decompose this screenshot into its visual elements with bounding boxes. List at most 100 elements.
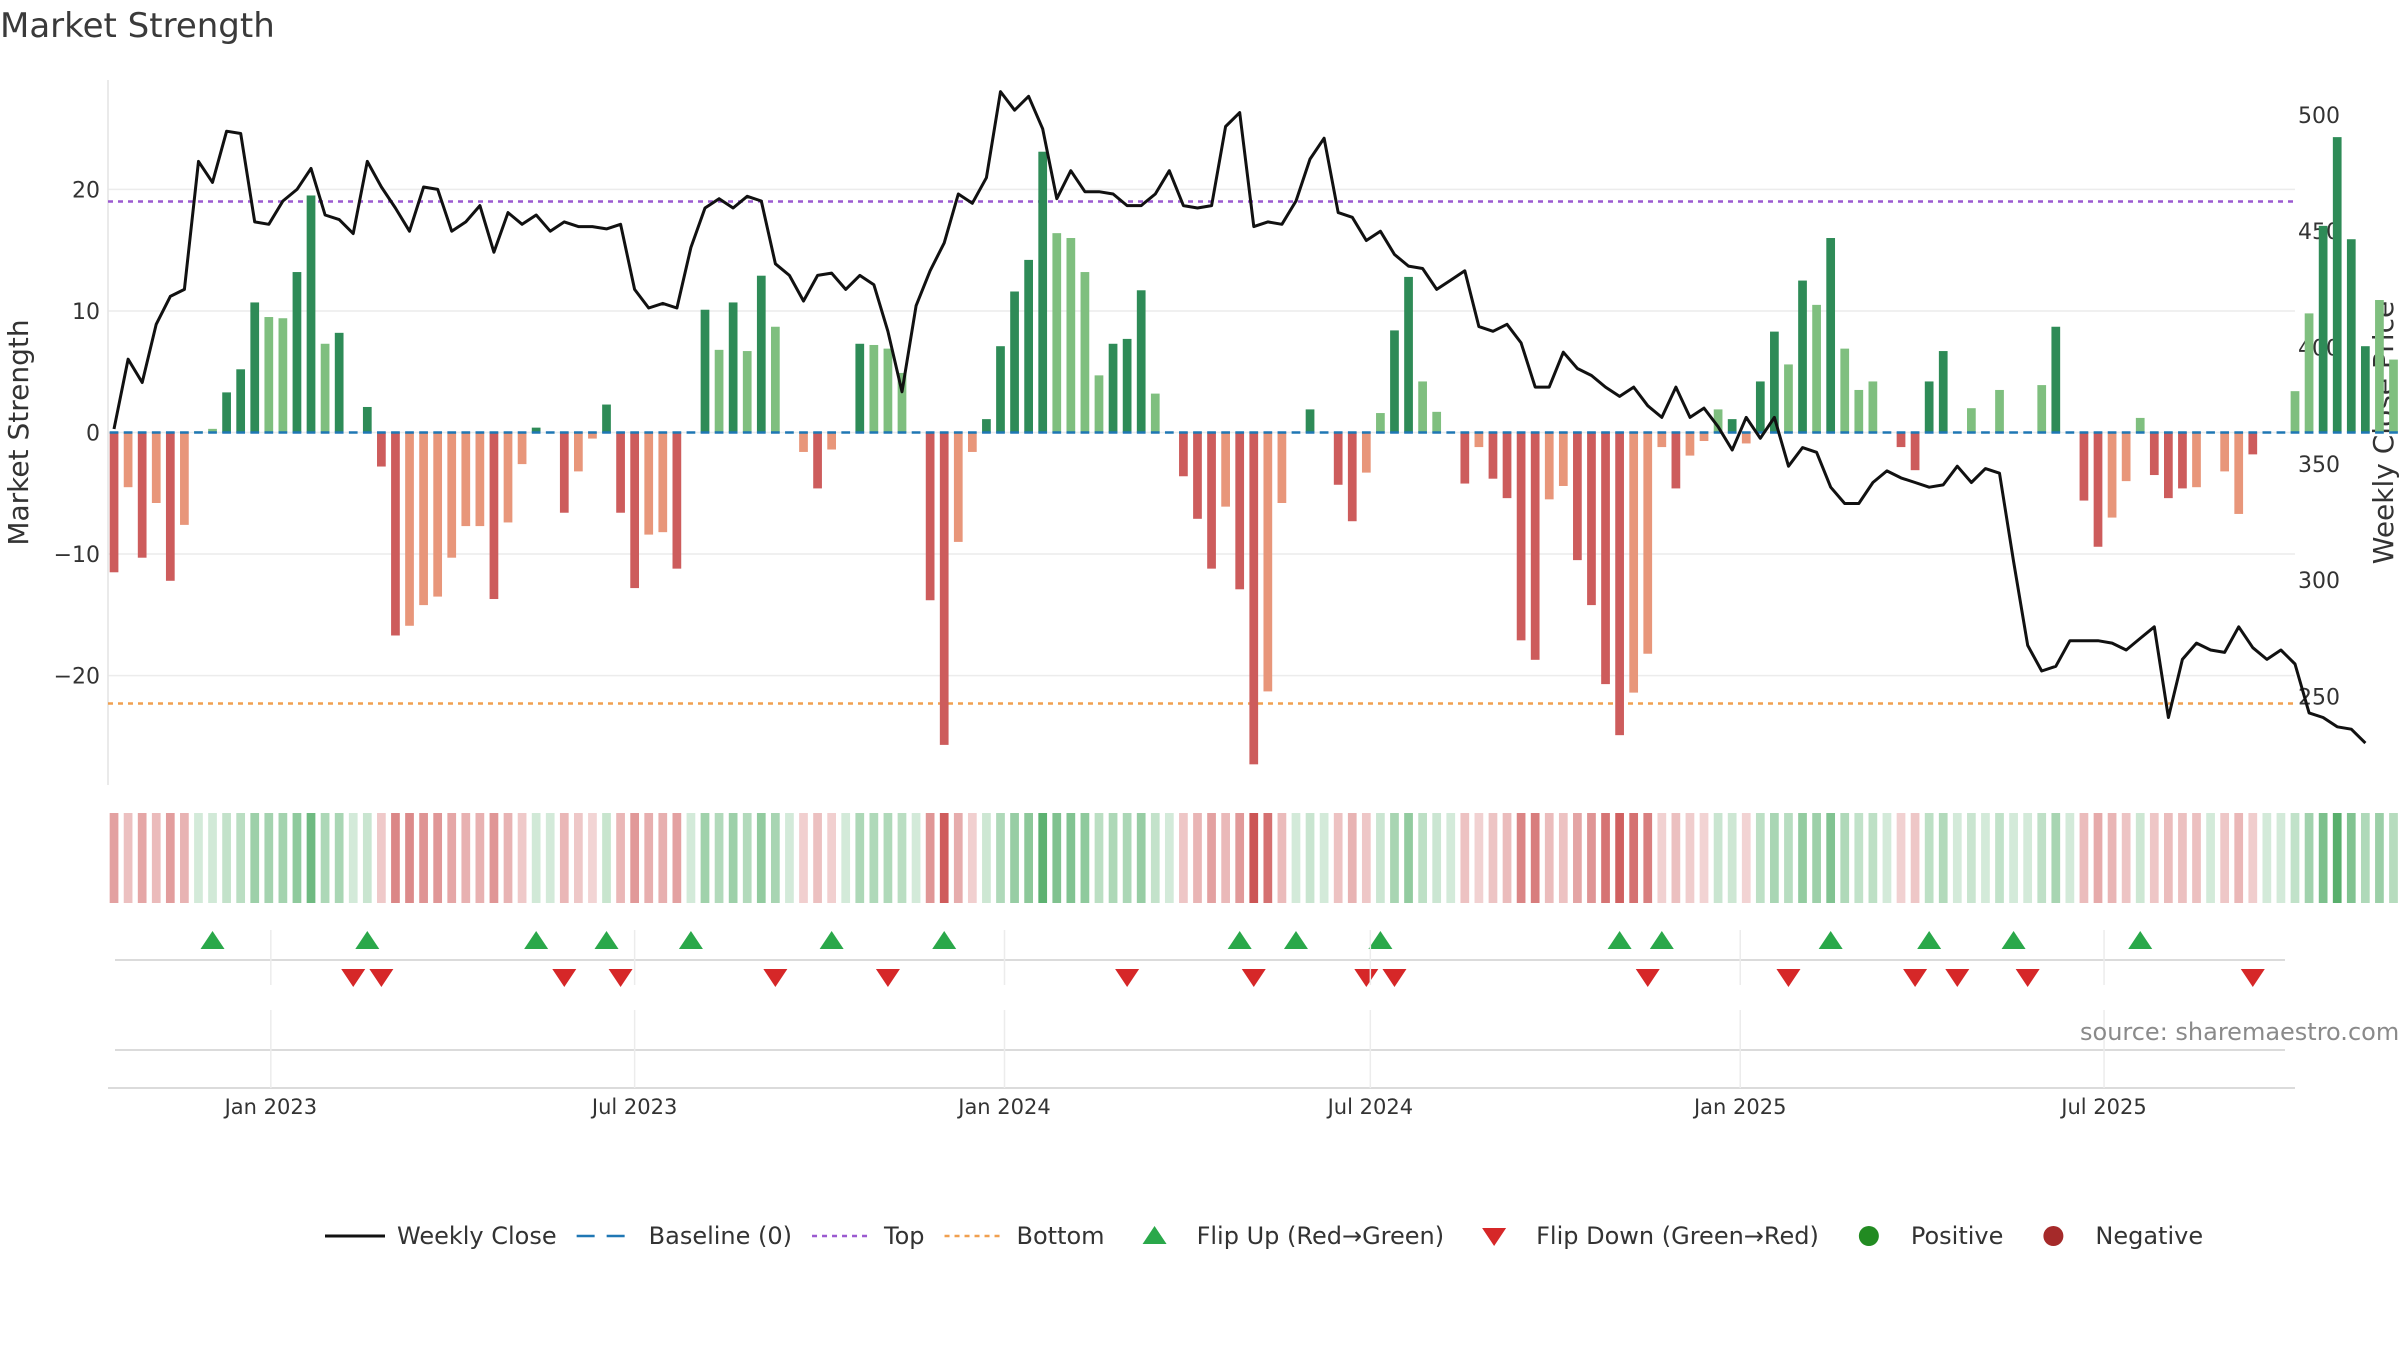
- flip-down-marker: [1635, 969, 1660, 987]
- flip-down-marker: [1382, 969, 1407, 987]
- strength-bar: [1460, 432, 1470, 484]
- strength-bar: [517, 432, 527, 465]
- heat-cell: [1347, 813, 1357, 903]
- heat-cell: [1812, 813, 1821, 903]
- strength-bar: [1573, 432, 1582, 561]
- strength-bar: [1207, 432, 1216, 569]
- strength-bar: [2107, 432, 2117, 518]
- strength-bar: [292, 272, 302, 433]
- strength-bar: [2318, 225, 2328, 433]
- heat-cell: [1460, 813, 1470, 903]
- heat-cell: [292, 813, 302, 903]
- heat-cell: [925, 813, 935, 903]
- heat-cell: [1333, 813, 1343, 903]
- strength-bar: [391, 432, 400, 636]
- strength-bar: [1544, 432, 1554, 500]
- flip-markers: [115, 931, 2285, 1051]
- strength-bar: [1390, 330, 1399, 433]
- heat-cell: [728, 813, 738, 903]
- heat-cell: [841, 813, 851, 903]
- x-tick-label: Jan 2024: [956, 1095, 1051, 1119]
- strength-bar: [869, 344, 879, 433]
- heat-cell: [911, 813, 921, 903]
- strength-bar: [742, 351, 752, 433]
- strength-bar: [939, 432, 949, 745]
- strength-bar: [658, 432, 668, 533]
- heat-cell: [109, 813, 119, 903]
- heat-cell: [2093, 813, 2103, 903]
- legend-label: Bottom: [1017, 1222, 1105, 1250]
- strength-bar: [1347, 432, 1357, 522]
- flip-up-marker: [355, 931, 380, 949]
- strength-bar: [278, 318, 288, 433]
- flip-up-marker: [524, 931, 549, 949]
- heat-cell: [1164, 813, 1174, 903]
- heat-cell: [2346, 813, 2356, 903]
- strength-bar: [2037, 385, 2047, 433]
- x-tick-label: Jul 2025: [2059, 1095, 2146, 1119]
- heat-cell: [1052, 813, 1062, 903]
- heat-cell: [180, 813, 189, 903]
- heat-cell: [1530, 813, 1540, 903]
- heat-cell: [194, 813, 203, 903]
- strength-bar: [531, 427, 541, 433]
- flip-down-marker: [2015, 969, 2040, 987]
- legend-label: Flip Down (Green→Red): [1536, 1222, 1819, 1250]
- heat-cell: [503, 813, 513, 903]
- heat-cell: [1587, 813, 1596, 903]
- heat-cell: [1207, 813, 1216, 903]
- heat-cell: [2220, 813, 2230, 903]
- heat-cell: [419, 813, 428, 903]
- flip-up-marker: [932, 931, 957, 949]
- source-note: source: sharemaestro.com: [2080, 1018, 2400, 1046]
- strength-bar: [1249, 432, 1259, 765]
- y2-tick-label: 350: [2298, 453, 2340, 478]
- y2-tick-label: 300: [2298, 569, 2340, 594]
- strength-bar: [1277, 432, 1287, 503]
- heat-cell: [1981, 813, 1990, 903]
- legend-swatch: [1482, 1228, 1507, 1246]
- strength-bar: [419, 432, 428, 606]
- flip-up-marker: [1649, 931, 1674, 949]
- heat-cell: [1770, 813, 1779, 903]
- flip-down-marker: [1945, 969, 1970, 987]
- strength-bar: [1193, 432, 1202, 519]
- heat-cell: [348, 813, 358, 903]
- heat-cell: [2037, 813, 2047, 903]
- left-y-axis: 20 10 0 −10 −20 Market Strength: [2, 80, 109, 785]
- strength-bar: [953, 432, 963, 542]
- strength-bar: [1671, 432, 1681, 489]
- heat-cell: [264, 813, 274, 903]
- flip-down-marker: [369, 969, 394, 987]
- heat-cell: [1755, 813, 1765, 903]
- strength-bar: [644, 432, 654, 535]
- strength-bar: [1474, 432, 1484, 448]
- strength-bar: [180, 432, 189, 525]
- heat-cell: [151, 813, 161, 903]
- heat-cell: [391, 813, 400, 903]
- strength-bar: [1967, 408, 1976, 433]
- heat-cell: [644, 813, 654, 903]
- strength-bar: [1432, 411, 1442, 433]
- strength-bar: [320, 343, 330, 433]
- heat-cell: [967, 813, 977, 903]
- strength-bar: [1263, 432, 1273, 692]
- heat-cell: [869, 813, 879, 903]
- heat-cell: [700, 813, 710, 903]
- heat-cell: [2318, 813, 2328, 903]
- legend-item-close: Weekly Close: [325, 1222, 557, 1250]
- x-tick-label: Jul 2024: [1326, 1095, 1413, 1119]
- strength-bar: [1221, 432, 1230, 507]
- heat-cell: [2304, 813, 2314, 903]
- strength-bar: [2332, 137, 2342, 433]
- heat-cell: [1122, 813, 1132, 903]
- flip-up-marker: [2128, 931, 2153, 949]
- heat-cell: [2178, 813, 2187, 903]
- strength-bar: [1150, 393, 1160, 433]
- strength-bar: [925, 432, 935, 601]
- heat-cell: [545, 813, 555, 903]
- strength-bar: [2304, 313, 2314, 433]
- heat-cell: [208, 813, 217, 903]
- heat-cell: [1066, 813, 1076, 903]
